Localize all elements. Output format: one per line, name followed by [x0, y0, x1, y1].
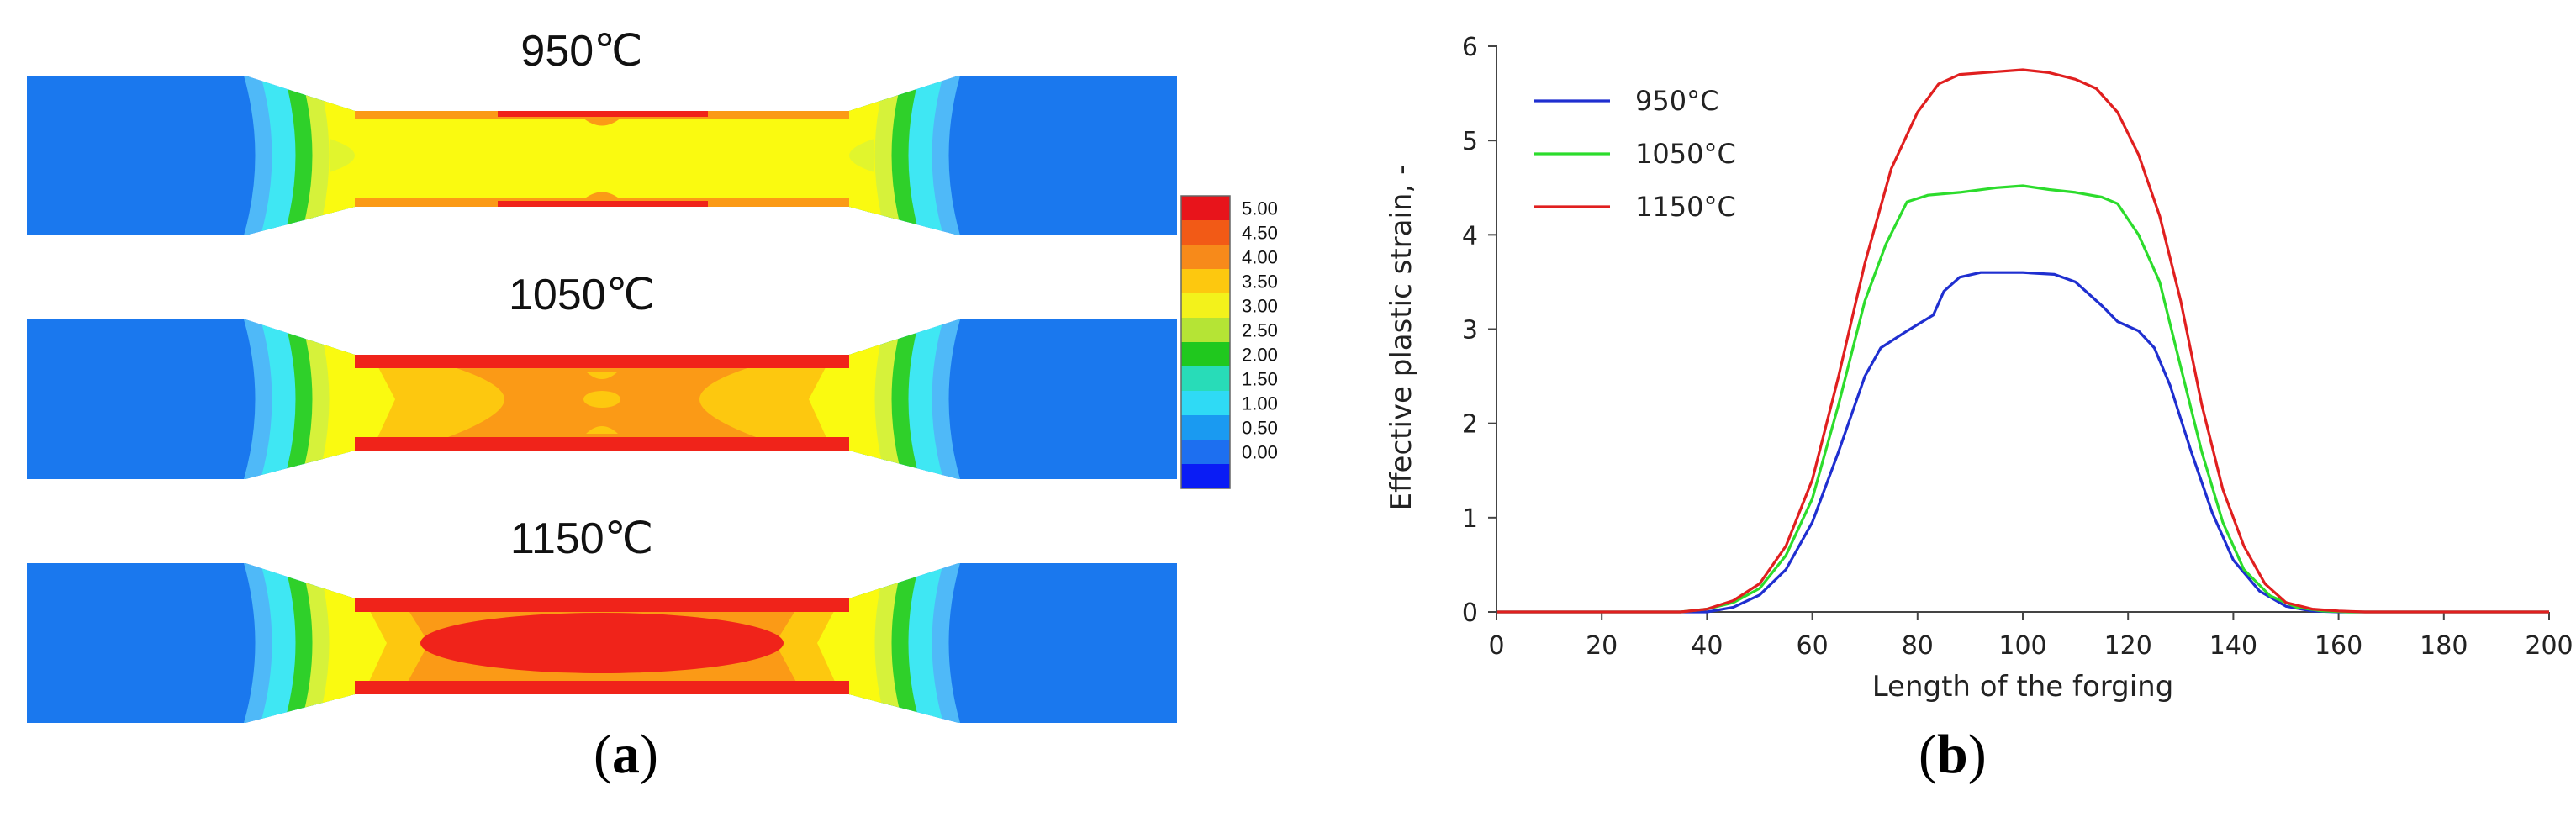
chart-legend: 950°C 1050°C 1150°C [1534, 85, 1736, 223]
title-950: 950℃ [520, 27, 642, 76]
colorbar-label: 4.00 [1242, 247, 1278, 268]
colorbar-swatch [1181, 464, 1230, 488]
x-tick-label: 140 [2209, 631, 2257, 661]
x-tick-label: 60 [1797, 631, 1829, 661]
colorbar-swatch [1181, 318, 1230, 342]
x-axis-label: Length of the forging [1872, 670, 2174, 704]
subfigure-label-b: (b) [1919, 724, 1987, 785]
x-tick-label: 180 [2420, 631, 2468, 661]
series-line-1 [1497, 184, 2549, 614]
colorbar-swatch [1181, 196, 1230, 220]
y-tick-label: 4 [1462, 221, 1478, 250]
colorbar-label: 5.00 [1242, 198, 1278, 219]
y-tick-label: 3 [1462, 316, 1478, 345]
panel-a-contours: 950℃ 1050℃ 1150℃ 5.00 4.50 4.00 3.50 3.00 2.5… [0, 27, 1278, 833]
y-tick-label: 1 [1462, 504, 1478, 534]
x-tick-label: 0 [1488, 631, 1504, 661]
forging-1050 [27, 319, 1177, 479]
colorbar-label: 2.50 [1242, 320, 1278, 341]
colorbar-label: 0.50 [1242, 418, 1278, 439]
chart-series [1497, 68, 2549, 614]
x-tick-label: 100 [1998, 631, 2046, 661]
colorbar-frame [1180, 195, 1231, 489]
legend-label-1: 1050°C [1635, 138, 1736, 170]
panel-b-chart: 0 20 40 60 80 100 120 140 160 180 200 0 1 2 3 4 5 6 950°C… [1312, 0, 2576, 833]
colorbar-swatch [1181, 293, 1230, 318]
x-tick-label: 20 [1586, 631, 1618, 661]
title-1050: 1050℃ [509, 271, 655, 319]
colorbar-label: 1.50 [1242, 369, 1278, 390]
forging-950 [27, 76, 1177, 235]
colorbar-label: 1.00 [1242, 393, 1278, 414]
forging-1150 [27, 563, 1177, 723]
series-line-2 [1497, 68, 2549, 614]
colorbar-swatch [1181, 366, 1230, 391]
colorbar: 5.00 4.50 4.00 3.50 3.00 2.50 2.00 1.50 1.00 0.50… [1180, 195, 1278, 489]
colorbar-label: 3.50 [1242, 272, 1278, 293]
strain-line-chart: 0 20 40 60 80 100 120 140 160 180 200 0 1 2 3 4 5 6 950°C… [1385, 33, 2573, 704]
colorbar-swatch [1181, 342, 1230, 366]
colorbar-swatch [1181, 245, 1230, 269]
title-1150: 1150℃ [510, 514, 653, 563]
colorbar-swatch [1181, 391, 1230, 415]
y-tick-label: 5 [1462, 127, 1478, 156]
x-tick-label: 120 [2104, 631, 2152, 661]
y-axis-label: Effective plastic strain, - [1385, 165, 1418, 511]
contour-figure: 950℃ 1050℃ 1150℃ 5.00 4.50 4.00 3.50 3.00 2.5… [0, 27, 1278, 833]
colorbar-swatch [1181, 269, 1230, 293]
x-tick-label: 200 [2525, 631, 2573, 661]
legend-label-0: 950°C [1635, 85, 1718, 117]
colorbar-label: 4.50 [1242, 223, 1278, 244]
x-tick-label: 80 [1902, 631, 1934, 661]
colorbar-swatch [1181, 220, 1230, 245]
x-tick-label: 160 [2315, 631, 2362, 661]
colorbar-swatch [1181, 415, 1230, 440]
x-tick-label: 40 [1691, 631, 1723, 661]
subfigure-label-a: (a) [594, 724, 658, 785]
y-tick-label: 0 [1462, 598, 1478, 628]
colorbar-label: 3.00 [1242, 296, 1278, 317]
y-tick-label: 2 [1462, 410, 1478, 440]
series-line-0 [1497, 271, 2549, 614]
colorbar-label: 0.00 [1242, 442, 1278, 463]
y-tick-label: 6 [1462, 33, 1478, 62]
legend-label-2: 1150°C [1635, 191, 1736, 223]
colorbar-label: 2.00 [1242, 345, 1278, 366]
chart-axes: 0 20 40 60 80 100 120 140 160 180 200 0 1 2 3 4 5 6 [1462, 33, 2573, 661]
colorbar-swatch [1181, 440, 1230, 464]
